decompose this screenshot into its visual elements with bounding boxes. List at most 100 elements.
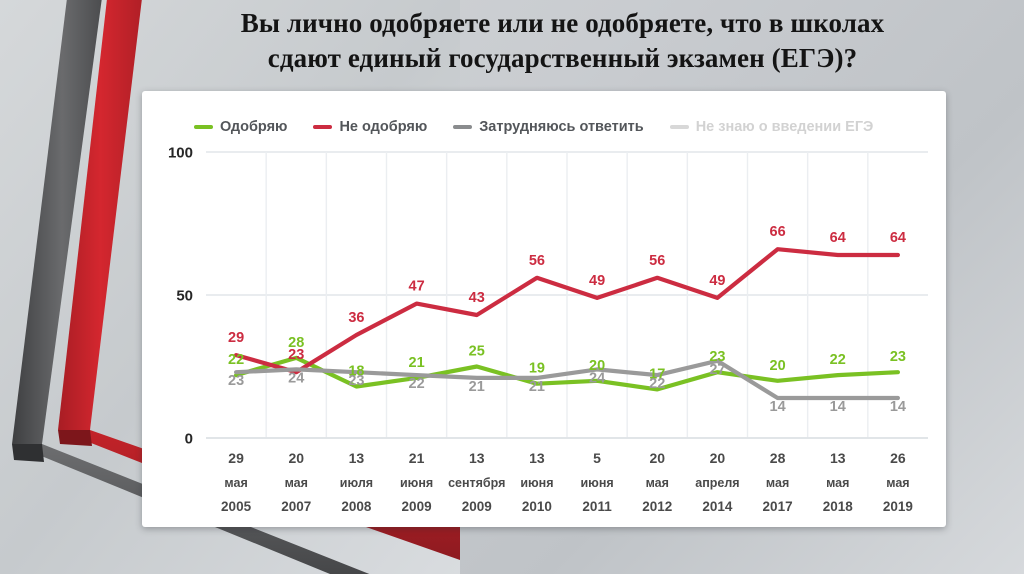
data-label: 47 [409, 279, 425, 295]
data-label: 14 [830, 399, 846, 415]
y-tick-label: 50 [176, 288, 193, 305]
chart-legend: Одобряю Не одобряю Затрудняюсь ответить … [194, 114, 934, 140]
y-axis-labels: 0 50 100 [168, 145, 193, 448]
x-tick-year: 2017 [763, 499, 793, 514]
x-tick-month: июля [340, 476, 373, 490]
y-tick-label: 100 [168, 145, 193, 162]
x-tick-day: 13 [830, 450, 846, 466]
data-label: 14 [770, 399, 786, 415]
data-labels: 22 28 18 21 25 19 20 17 23 20 22 23 29 23 36 47 43 56 49 56… [228, 224, 906, 415]
legend-label-disapprove: Не одобряю [339, 119, 428, 135]
data-label: 49 [709, 273, 725, 289]
x-tick-year: 2005 [221, 499, 252, 514]
slide-title-line-1: Вы лично одобряете или не одобряете, что… [240, 8, 885, 38]
legend-item-undecided[interactable]: Затрудняюсь ответить [453, 119, 644, 135]
series-line-1 [233, 247, 901, 375]
x-tick-day: 13 [469, 450, 485, 466]
data-label: 22 [649, 376, 665, 392]
slide-title-line-2: сдают единый государственный экзамен (ЕГ… [267, 42, 858, 73]
series-line-0 [233, 355, 901, 392]
x-tick-month: апреля [695, 476, 739, 490]
data-label: 27 [709, 362, 725, 378]
data-label: 17 [649, 366, 665, 382]
series-lines [233, 247, 901, 401]
data-label: 29 [228, 330, 244, 346]
data-label: 21 [529, 379, 545, 395]
x-tick-month: мая [826, 476, 849, 490]
chart-card: Одобряю Не одобряю Затрудняюсь ответить … [142, 91, 946, 527]
x-tick-year: 2019 [883, 499, 913, 514]
x-tick-year: 2010 [522, 499, 552, 514]
data-label: 22 [228, 352, 244, 368]
x-tick-day: 13 [349, 450, 365, 466]
data-label: 22 [830, 352, 846, 368]
data-label: 24 [288, 370, 304, 386]
x-tick-year: 2014 [702, 499, 733, 514]
x-tick-day: 26 [890, 450, 906, 466]
legend-swatch-unaware [669, 125, 689, 129]
x-tick-day: 21 [409, 450, 425, 466]
grid-lines [206, 151, 928, 439]
x-tick-month: июня [400, 476, 433, 490]
data-label: 49 [589, 273, 605, 289]
data-label: 21 [469, 379, 485, 395]
x-tick-day: 29 [228, 450, 244, 466]
data-label: 64 [830, 230, 846, 246]
x-tick-year: 2007 [281, 499, 311, 514]
data-label: 23 [288, 347, 304, 363]
data-label: 22 [409, 376, 425, 392]
slide-title: Вы лично одобряете или не одобряете, что… [140, 6, 985, 75]
data-label: 20 [770, 358, 786, 374]
legend-label-approve: Одобряю [220, 119, 288, 135]
data-label: 43 [469, 290, 485, 306]
x-tick-month: мая [766, 476, 789, 490]
data-label: 24 [589, 370, 605, 386]
data-label: 36 [348, 310, 364, 326]
x-tick-day: 5 [593, 450, 601, 466]
data-label: 23 [228, 373, 244, 389]
x-tick-year: 2008 [341, 499, 372, 514]
legend-swatch-approve [194, 125, 213, 129]
series-line-2 [233, 358, 901, 401]
y-tick-label: 0 [185, 431, 193, 448]
data-label: 64 [890, 230, 906, 246]
x-axis-labels: 29 мая 2005 20 мая 2007 13 июля 2008 21 июня 2009 13… [206, 437, 928, 514]
data-label: 56 [529, 253, 545, 269]
legend-item-approve[interactable]: Одобряю [194, 119, 287, 135]
x-tick-year: 2012 [642, 499, 672, 514]
data-label: 14 [890, 399, 906, 415]
data-label: 66 [770, 224, 786, 240]
legend-item-unaware[interactable]: Не знаю о введении ЕГЭ [669, 119, 874, 135]
data-label: 18 [348, 364, 364, 380]
x-tick-year: 2009 [402, 499, 432, 514]
data-label: 20 [589, 358, 605, 374]
x-tick-month: мая [285, 476, 308, 490]
data-label: 23 [890, 349, 906, 365]
x-tick-month: июня [580, 476, 613, 490]
x-tick-month: мая [886, 476, 909, 490]
legend-item-disapprove[interactable]: Не одобряю [313, 119, 427, 135]
data-label: 23 [348, 373, 364, 389]
x-tick-year: 2009 [462, 499, 492, 514]
x-tick-year: 2011 [582, 499, 612, 514]
x-tick-day: 20 [649, 450, 665, 466]
x-tick-day: 28 [770, 450, 786, 466]
legend-label-undecided: Затрудняюсь ответить [479, 119, 644, 135]
x-tick-month: мая [646, 476, 669, 490]
data-label: 19 [529, 361, 545, 377]
x-tick-month: сентября [448, 476, 505, 490]
data-label: 23 [709, 349, 725, 365]
legend-label-unaware: Не знаю о введении ЕГЭ [695, 119, 874, 135]
legend-swatch-disapprove [313, 125, 333, 129]
x-tick-year: 2018 [823, 499, 854, 514]
data-label: 28 [288, 335, 304, 351]
x-tick-month: мая [224, 476, 247, 490]
x-tick-day: 20 [710, 450, 726, 466]
x-tick-day: 20 [288, 450, 304, 466]
legend-swatch-undecided [453, 125, 473, 129]
x-tick-day: 13 [529, 450, 545, 466]
data-label: 21 [409, 355, 425, 371]
data-label: 56 [649, 253, 665, 269]
x-tick-month: июня [520, 476, 553, 490]
